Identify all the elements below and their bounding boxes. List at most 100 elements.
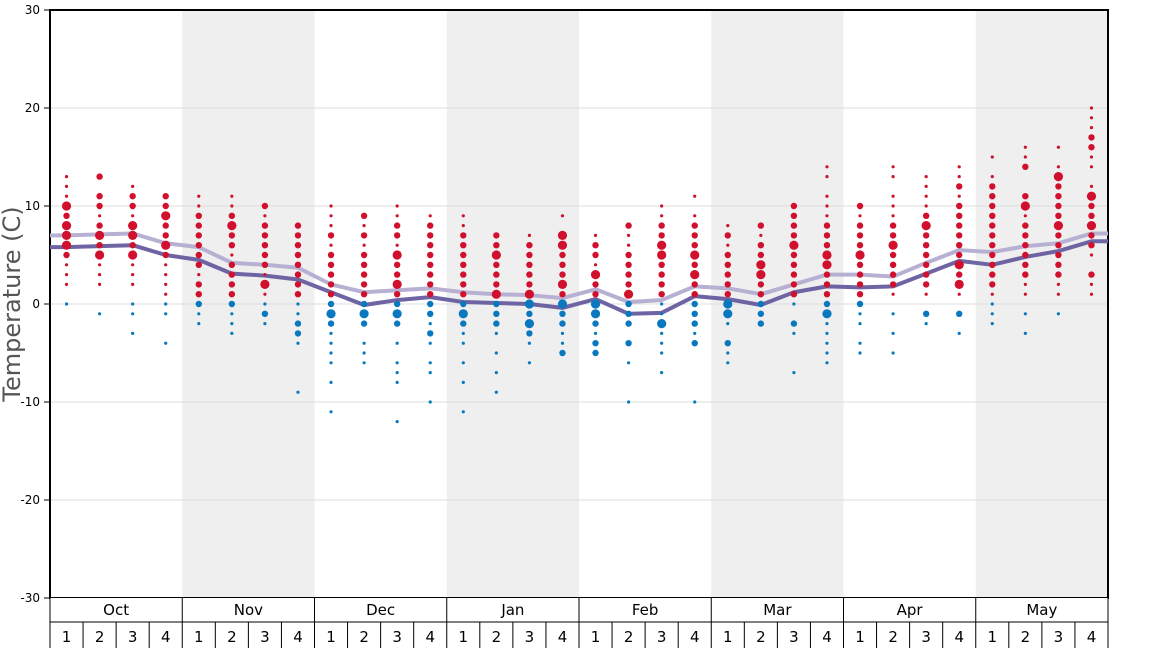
temperature-dot bbox=[329, 341, 333, 345]
temperature-dot bbox=[1023, 331, 1027, 335]
temperature-dot bbox=[724, 271, 731, 278]
temperature-dot bbox=[790, 212, 798, 219]
temperature-dot bbox=[526, 261, 533, 268]
temperature-dot bbox=[131, 214, 135, 218]
month-label-oct: Oct bbox=[103, 601, 129, 619]
temperature-dot bbox=[825, 351, 829, 355]
temperature-dot bbox=[1022, 232, 1029, 239]
temperature-dot bbox=[590, 299, 601, 309]
temperature-dot bbox=[693, 214, 697, 218]
temperature-dot bbox=[131, 302, 135, 306]
temperature-dot bbox=[660, 312, 664, 316]
temperature-dot bbox=[329, 243, 333, 247]
temperature-dot bbox=[856, 281, 864, 288]
grid-lines bbox=[50, 107, 1108, 501]
temperature-dot bbox=[924, 292, 928, 296]
temperature-dot bbox=[527, 233, 532, 237]
temperature-dot bbox=[856, 242, 864, 249]
week-label: 1 bbox=[723, 628, 733, 646]
temperature-dot bbox=[493, 271, 500, 278]
y-axis-label: Temperature (C) bbox=[0, 206, 26, 402]
temperature-dot bbox=[592, 242, 599, 249]
week-label: 1 bbox=[988, 628, 998, 646]
temperature-dot bbox=[493, 300, 500, 308]
week-label: 4 bbox=[690, 628, 700, 646]
week-label: 2 bbox=[1021, 628, 1031, 646]
week-label: 2 bbox=[227, 628, 237, 646]
temperature-dot bbox=[460, 320, 467, 327]
temperature-dot bbox=[957, 175, 961, 179]
temperature-dot bbox=[891, 165, 895, 169]
y-tick-label: 20 bbox=[25, 101, 40, 115]
temperature-dot bbox=[493, 242, 500, 249]
temperature-dot bbox=[197, 273, 201, 277]
temperature-dot bbox=[427, 291, 434, 298]
series-line-lower bbox=[50, 239, 1108, 316]
temperature-dot bbox=[360, 261, 368, 268]
temperature-dot bbox=[460, 281, 467, 288]
temperature-dot bbox=[956, 251, 963, 259]
temperature-dot bbox=[757, 310, 765, 317]
temperature-dot bbox=[559, 320, 566, 327]
temperature-dot bbox=[891, 331, 895, 335]
temperature-dot bbox=[557, 230, 568, 240]
temperature-dot bbox=[625, 310, 632, 317]
temperature-dot bbox=[97, 282, 102, 286]
temperature-dot bbox=[164, 282, 168, 286]
temperature-dot bbox=[825, 194, 829, 198]
temperature-dot bbox=[96, 222, 103, 229]
temperature-dot bbox=[230, 204, 234, 208]
temperature-dot bbox=[1023, 312, 1027, 316]
temperature-dot bbox=[329, 224, 333, 228]
month-label-nov: Nov bbox=[234, 601, 263, 619]
temperature-dot bbox=[131, 282, 135, 286]
temperature-dot bbox=[228, 291, 236, 298]
temperature-dot bbox=[64, 302, 69, 306]
temperature-dot bbox=[493, 281, 500, 288]
temperature-dot bbox=[657, 250, 667, 260]
temperature-dot bbox=[1020, 201, 1030, 211]
temperature-dot bbox=[1023, 282, 1027, 286]
temperature-dot bbox=[922, 232, 930, 239]
temperature-dot bbox=[856, 261, 864, 268]
temperature-dot bbox=[924, 175, 928, 179]
week-label: 4 bbox=[558, 628, 568, 646]
temperature-dots bbox=[61, 106, 1097, 424]
week-label: 4 bbox=[425, 628, 435, 646]
temperature-dot bbox=[162, 193, 169, 200]
temperature-dot bbox=[1086, 221, 1097, 231]
temperature-dot bbox=[658, 271, 665, 278]
temperature-dot bbox=[660, 204, 664, 208]
temperature-dot bbox=[494, 390, 498, 394]
temperature-dot bbox=[759, 233, 763, 237]
temperature-dot bbox=[460, 271, 467, 278]
temperature-dot bbox=[757, 320, 765, 327]
temperature-dot bbox=[97, 214, 102, 218]
temperature-dot bbox=[359, 309, 369, 319]
temperature-dot bbox=[956, 202, 963, 210]
temperature-dot bbox=[856, 300, 864, 308]
temperature-dot bbox=[94, 230, 105, 240]
temperature-dot bbox=[228, 261, 236, 268]
temperature-dot bbox=[792, 302, 796, 306]
temperature-dot bbox=[460, 300, 467, 308]
temperature-dot bbox=[856, 291, 864, 298]
temperature-dot bbox=[329, 214, 333, 218]
temperature-dot bbox=[691, 300, 698, 308]
temperature-dot bbox=[957, 331, 961, 335]
temperature-dot bbox=[1089, 116, 1094, 120]
temperature-dot bbox=[891, 204, 895, 208]
temperature-dot bbox=[128, 230, 138, 240]
temperature-dot bbox=[823, 222, 831, 229]
temperature-dot bbox=[129, 193, 136, 200]
temperature-dot bbox=[557, 279, 568, 289]
temperature-dot bbox=[625, 271, 632, 278]
temperature-dot bbox=[327, 271, 335, 278]
temperature-dot bbox=[989, 212, 996, 219]
temperature-dot bbox=[726, 322, 730, 326]
week-label: 1 bbox=[194, 628, 204, 646]
temperature-dot bbox=[360, 212, 368, 219]
temperature-dot bbox=[230, 194, 234, 198]
temperature-dot bbox=[757, 251, 765, 259]
temperature-dot bbox=[924, 184, 928, 188]
